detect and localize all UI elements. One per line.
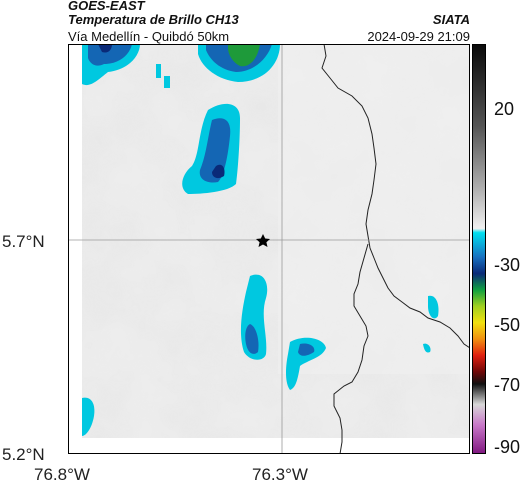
colorbar-label-neg70: -70 [494,375,521,395]
colorbar-label-neg30: -30 [494,255,521,275]
colorbar-label-neg90: -90 [494,437,521,457]
lat-label-5-2: 5.2°N [2,445,45,464]
lon-label-76-3: 76.3°W [252,465,308,484]
cloud-texture [68,44,470,454]
temperature-colorbar [472,44,486,454]
location-star-marker [256,234,270,247]
cold-cloud-top-south [82,274,439,436]
cold-cloud-top-center [182,103,240,194]
map-frame [68,44,470,454]
product-title: Temperatura de Brillo CH13 [68,12,239,27]
satellite-map [68,44,470,454]
bright-cloud-east [278,44,470,374]
region-subtitle: Vía Medellín - Quibdó 50km [68,29,230,44]
colorbar-label-neg50: -50 [494,315,521,335]
colorbar-label-20: 20 [494,99,515,119]
satellite-name: GOES-EAST [68,0,145,13]
department-boundary [321,44,470,454]
timestamp: 2024-09-29 21:09 [367,29,470,44]
lat-label-5-7: 5.7°N [2,232,45,251]
no-data-bottom [68,438,470,454]
organization-label: SIATA [432,12,470,27]
lon-label-76-8: 76.8°W [34,465,90,484]
cold-cloud-top-north [82,44,280,88]
no-data-left [68,44,82,454]
